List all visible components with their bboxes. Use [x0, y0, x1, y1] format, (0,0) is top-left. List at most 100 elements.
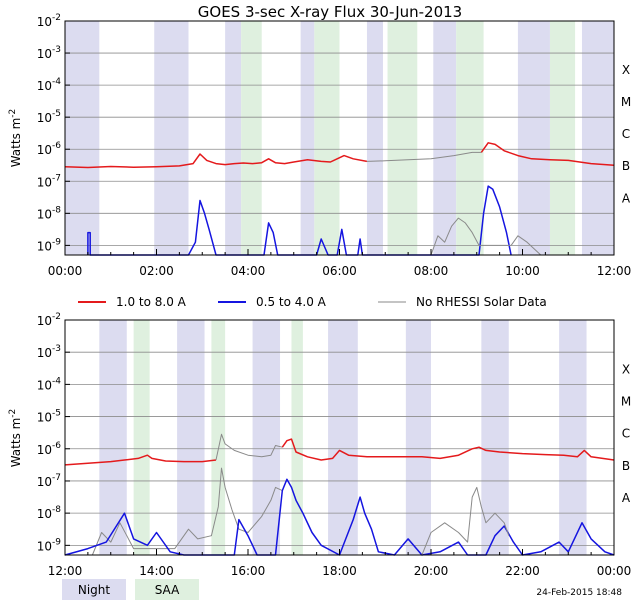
- top-panel: 10-2 10-3 10-4 10-5 10-6 10-7 10-8 10-9 00:00 02…: [8, 13, 631, 278]
- bottom-flare-class-b: B: [622, 459, 630, 473]
- legend-label-0: 1.0 to 8.0 A: [116, 295, 187, 309]
- top-panel-flare-classes: X M C B A: [621, 63, 631, 205]
- top-panel-y-axis-label: Watts m-2: [8, 109, 23, 168]
- top-saa-band-0: [241, 21, 262, 255]
- top-y-tick-label-2: 10-4: [37, 77, 62, 93]
- bottom-flare-class-m: M: [621, 394, 631, 408]
- bottom-series-3-no-rhessi-solar-data: [91, 467, 283, 556]
- bottom-panel-flare-classes: X M C B A: [621, 362, 631, 505]
- bottom-flare-class-x: X: [622, 362, 630, 376]
- top-y-tick-label-4: 10-6: [37, 141, 62, 157]
- top-x-tick-label-0: 00:00: [48, 264, 83, 278]
- bottom-night-band-5: [481, 320, 509, 555]
- top-x-tick-label-4: 08:00: [414, 264, 449, 278]
- top-flare-class-m: M: [621, 95, 631, 109]
- bottom-night-band-0: [99, 320, 127, 555]
- top-x-tick-label-2: 04:00: [231, 264, 266, 278]
- top-panel-bands: [65, 21, 614, 255]
- top-saa-band-2: [387, 21, 418, 255]
- bottom-flare-class-c: C: [622, 427, 630, 441]
- bottom-series-1-no-rhessi-solar-data: [215, 433, 283, 461]
- top-flare-class-a: A: [622, 191, 631, 205]
- saa-key-swatch: [135, 579, 199, 600]
- bottom-saa-band-0: [133, 320, 150, 555]
- legend-label-2: No RHESSI Solar Data: [416, 295, 547, 309]
- top-night-band-1: [154, 21, 189, 255]
- bottom-x-tick-label-5: 22:00: [505, 564, 540, 578]
- bottom-series-2-1-0-to-8-0-a: [281, 438, 615, 461]
- top-saa-band-4: [549, 21, 576, 255]
- bottom-panel-y-ticks: 10-2 10-3 10-4 10-5 10-6 10-7 10-8 10-9: [37, 312, 70, 553]
- figure-title: GOES 3-sec X-ray Flux 30-Jun-2013: [198, 3, 462, 21]
- top-night-band-0: [65, 21, 100, 255]
- bottom-panel: 10-2 10-3 10-4 10-5 10-6 10-7 10-8 10-9 12:00 14…: [8, 312, 631, 578]
- top-series-2-no-rhessi-solar-data: [366, 151, 482, 162]
- bottom-y-tick-label-7: 10-9: [37, 537, 62, 553]
- bottom-night-band-2: [252, 320, 281, 555]
- bottom-x-tick-label-3: 18:00: [322, 564, 357, 578]
- top-series-3-0-5-to-4-0-a: [87, 185, 512, 256]
- bottom-panel-y-axis-label: Watts m-2: [8, 409, 23, 468]
- generation-timestamp: 24-Feb-2015 18:48: [536, 588, 622, 598]
- bottom-night-band-6: [559, 320, 587, 555]
- top-saa-band-1: [314, 21, 340, 255]
- bottom-y-tick-label-0: 10-2: [37, 312, 61, 328]
- bottom-series-4-0-5-to-4-0-a: [64, 478, 615, 556]
- bottom-series-5-no-rhessi-solar-data: [421, 486, 510, 556]
- top-x-tick-label-3: 06:00: [322, 264, 357, 278]
- bottom-y-tick-label-3: 10-5: [37, 409, 61, 425]
- top-night-band-3: [300, 21, 315, 255]
- top-night-band-4: [366, 21, 383, 255]
- top-night-band-5: [433, 21, 457, 255]
- bottom-x-tick-label-1: 14:00: [139, 564, 174, 578]
- series-legend: 1.0 to 8.0 A 0.5 to 4.0 A No RHESSI Solar …: [78, 295, 547, 309]
- top-night-band-7: [581, 21, 614, 255]
- bottom-y-tick-label-1: 10-3: [37, 344, 61, 360]
- top-flare-class-b: B: [622, 159, 630, 173]
- top-series-1-1-0-to-8-0-a: [480, 142, 615, 166]
- bottom-saa-band-1: [211, 320, 226, 555]
- top-flare-class-c: C: [622, 127, 630, 141]
- saa-key-label: SAA: [155, 583, 180, 597]
- bottom-series-0-1-0-to-8-0-a: [64, 454, 217, 466]
- top-y-tick-label-1: 10-3: [37, 45, 61, 61]
- top-series-0-1-0-to-8-0-a: [64, 153, 368, 169]
- bottom-y-tick-label-4: 10-6: [37, 441, 62, 457]
- top-panel-grid: [65, 52, 614, 246]
- legend-label-1: 0.5 to 4.0 A: [256, 295, 327, 309]
- top-night-band-2: [225, 21, 242, 255]
- night-key-label: Night: [78, 583, 111, 597]
- top-flare-class-x: X: [622, 63, 630, 77]
- top-y-tick-label-5: 10-7: [37, 173, 61, 189]
- top-x-tick-label-6: 12:00: [597, 264, 632, 278]
- bottom-y-tick-label-6: 10-8: [37, 505, 62, 521]
- bottom-x-tick-label-4: 20:00: [414, 564, 449, 578]
- bottom-y-tick-label-2: 10-4: [37, 376, 62, 392]
- top-y-tick-label-7: 10-9: [37, 237, 62, 253]
- top-saa-band-3: [456, 21, 484, 255]
- bottom-night-band-4: [405, 320, 431, 555]
- bottom-x-tick-label-2: 16:00: [231, 564, 266, 578]
- top-x-tick-label-1: 02:00: [139, 264, 174, 278]
- top-night-band-6: [517, 21, 550, 255]
- bottom-night-band-1: [177, 320, 205, 555]
- bottom-panel-grid: [65, 351, 614, 546]
- top-x-tick-label-5: 10:00: [505, 264, 540, 278]
- top-panel-y-ticks: 10-2 10-3 10-4 10-5 10-6 10-7 10-8 10-9: [37, 13, 70, 253]
- top-y-tick-label-3: 10-5: [37, 109, 61, 125]
- top-panel-series: [64, 142, 615, 256]
- bottom-saa-band-2: [291, 320, 303, 555]
- bottom-panel-bands: [99, 320, 587, 555]
- bottom-x-tick-label-6: 00:00: [597, 564, 632, 578]
- bottom-panel-series: [64, 433, 615, 556]
- top-y-tick-label-6: 10-8: [37, 205, 62, 221]
- bottom-y-tick-label-5: 10-7: [37, 473, 61, 489]
- night-saa-key: Night SAA: [62, 579, 199, 600]
- top-y-tick-label-0: 10-2: [37, 13, 61, 29]
- bottom-x-tick-label-0: 12:00: [48, 564, 83, 578]
- top-series-4-no-rhessi-solar-data: [430, 217, 542, 256]
- bottom-flare-class-a: A: [622, 491, 631, 505]
- top-panel-x-ticks: 00:00 02:00 04:00 06:00 08:00 10:00 12:00: [48, 249, 632, 278]
- bottom-panel-x-ticks: 12:00 14:00 16:00 18:00 20:00 22:00 00:00: [48, 549, 632, 578]
